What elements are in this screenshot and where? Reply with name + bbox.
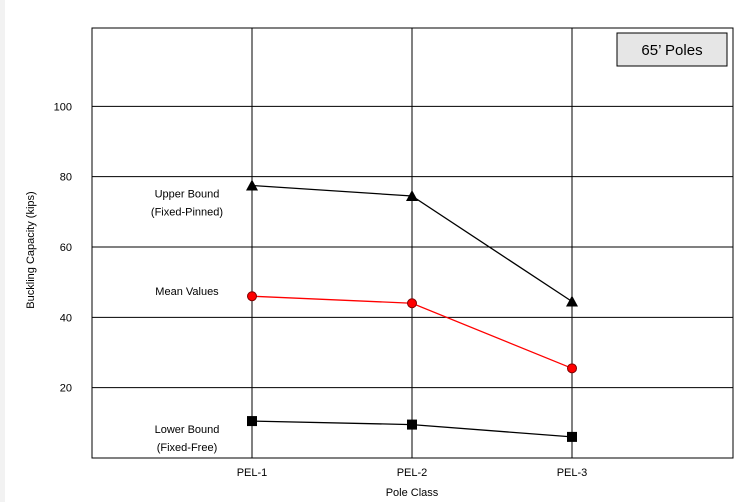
y-tick-label: 60 xyxy=(60,242,72,254)
y-tick-label: 80 xyxy=(60,172,72,184)
data-point xyxy=(566,295,578,307)
y-tick-labels: 20 40 60 80 100 xyxy=(54,101,72,394)
badge-label: 65’ Poles xyxy=(641,42,702,59)
y-tick-label: 20 xyxy=(60,383,72,395)
data-point xyxy=(407,298,417,309)
pole-length-badge: 65’ Poles xyxy=(616,32,728,67)
x-axis-title: Pole Class xyxy=(386,487,439,499)
data-point xyxy=(407,419,417,430)
x-tick-label: PEL-3 xyxy=(557,467,588,479)
series-3 xyxy=(247,416,577,442)
data-point xyxy=(567,363,577,374)
series-2 xyxy=(247,291,577,374)
data-point xyxy=(406,190,418,202)
x-tick-label: PEL-1 xyxy=(237,467,268,479)
data-point xyxy=(246,179,258,191)
series-layer xyxy=(246,179,578,442)
data-point xyxy=(567,431,577,442)
series-label: (Fixed-Free) xyxy=(157,442,218,454)
data-point xyxy=(247,291,257,302)
y-tick-label: 40 xyxy=(60,312,72,324)
x-tick-labels: PEL-1 PEL-2 PEL-3 xyxy=(237,467,588,479)
series-label: Mean Values xyxy=(155,286,219,298)
series-label: (Fixed-Pinned) xyxy=(151,206,223,218)
grid-layer xyxy=(92,28,733,458)
series-label: Lower Bound xyxy=(155,424,220,436)
series-1 xyxy=(246,179,578,307)
series-annotations: Upper Bound (Fixed-Pinned) Mean Values Lowe… xyxy=(151,188,223,454)
y-tick-label: 100 xyxy=(54,101,72,113)
x-tick-label: PEL-2 xyxy=(397,467,428,479)
data-point xyxy=(247,416,257,427)
series-label: Upper Bound xyxy=(155,188,220,200)
y-axis-title: Buckling Capacity (kips) xyxy=(25,191,37,308)
badge-box xyxy=(616,32,728,67)
